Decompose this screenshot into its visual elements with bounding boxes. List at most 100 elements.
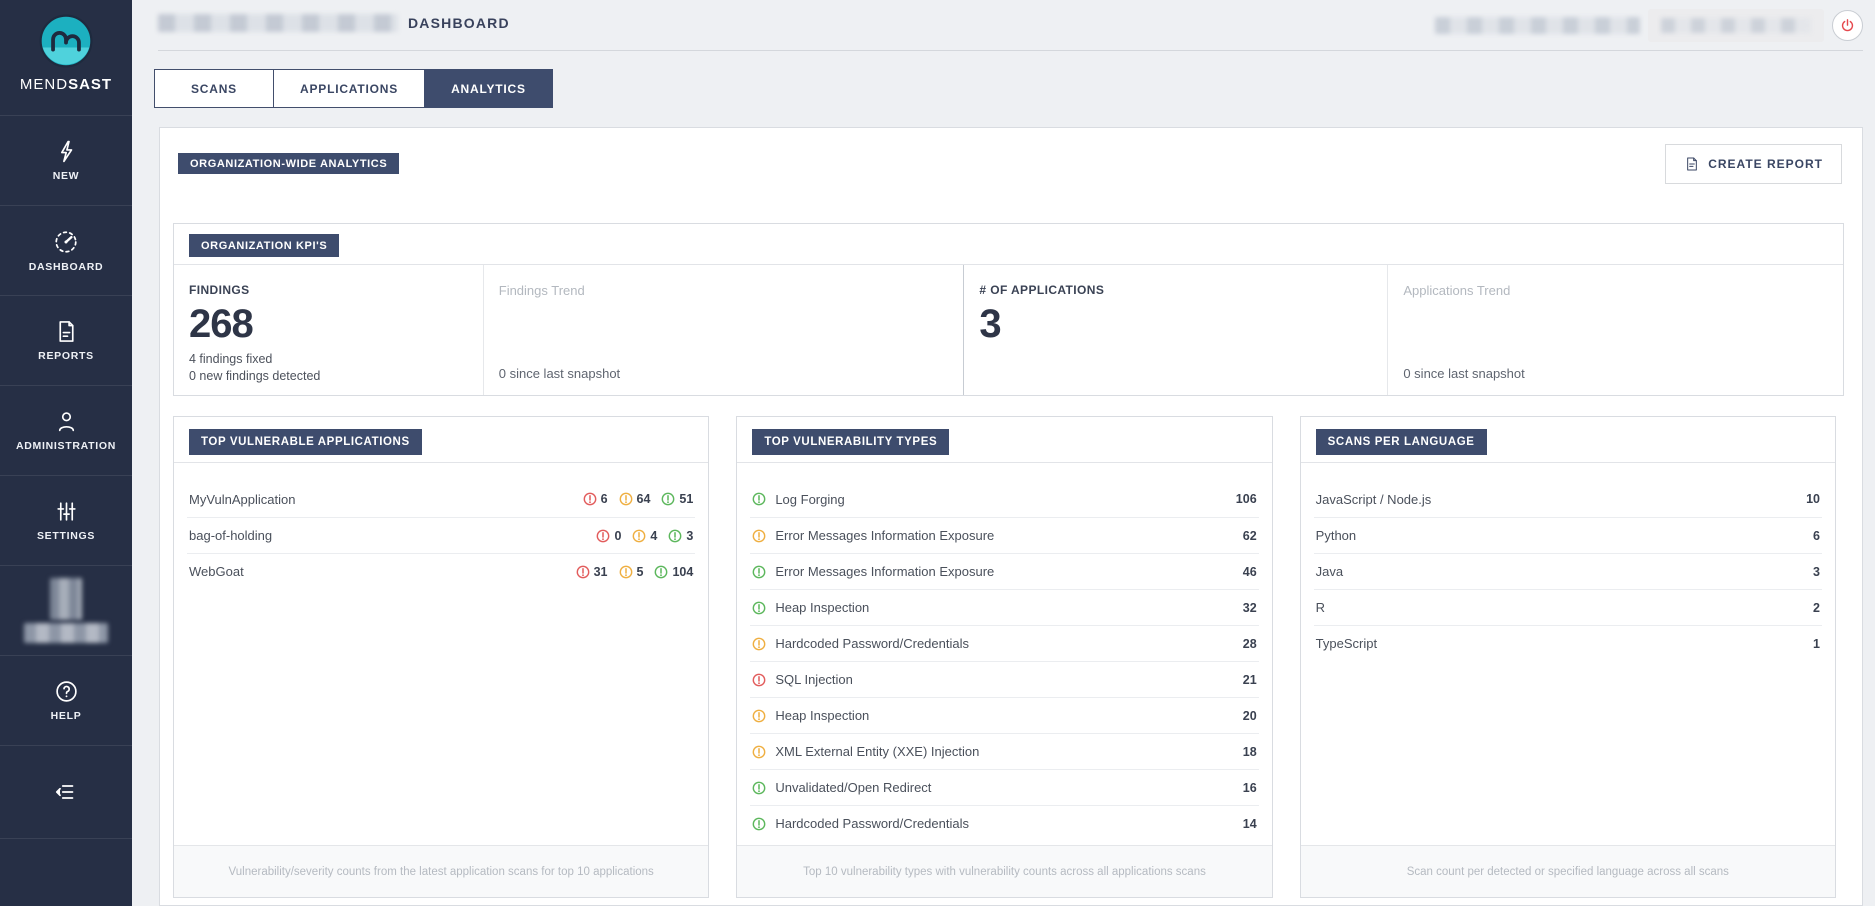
sidebar-item-reports[interactable]: REPORTS	[0, 295, 132, 385]
sliders-icon	[56, 502, 76, 521]
medium-severity-count: 5	[619, 565, 643, 579]
page-title: DASHBOARD	[408, 15, 510, 31]
vulnerability-name: Error Messages Information Exposure	[775, 564, 995, 579]
vulnerability-count: 20	[1242, 708, 1257, 723]
report-document-icon	[58, 321, 74, 342]
tab-applications[interactable]: APPLICATIONS	[273, 69, 426, 108]
language-scan-count: 2	[1813, 600, 1820, 615]
vulnerability-count: 14	[1242, 816, 1257, 831]
language-row[interactable]: JavaScript / Node.js 10	[1314, 481, 1822, 517]
vulnerability-count: 16	[1242, 780, 1257, 795]
vulnerability-count: 62	[1242, 528, 1257, 543]
language-name: JavaScript / Node.js	[1315, 491, 1432, 507]
application-row[interactable]: MyVulnApplication 6 64 51	[187, 481, 695, 517]
tab-scans[interactable]: SCANS	[154, 69, 274, 108]
findings-value: 268	[189, 302, 254, 346]
vulnerability-type-row[interactable]: Heap Inspection 32	[750, 589, 1259, 625]
severity-exclamation-icon	[583, 492, 596, 506]
sidebar-item-label: DASHBOARD	[28, 260, 104, 273]
redacted-user-menu-text	[1661, 18, 1811, 33]
vulnerability-type-row[interactable]: Log Forging 106	[750, 481, 1258, 517]
severity-exclamation-icon	[752, 565, 766, 578]
user-icon	[58, 412, 74, 432]
severity-exclamation-icon	[752, 601, 766, 614]
vulnerability-name: Hardcoded Password/Credentials	[775, 816, 969, 831]
avatar	[24, 578, 108, 643]
severity-exclamation-icon	[619, 492, 632, 506]
application-row[interactable]: bag-of-holding 0 4 3	[187, 517, 696, 553]
severity-exclamation-icon	[752, 529, 766, 542]
findings-sub-text: 4 findings fixed 0 new findings detected	[189, 351, 473, 385]
vulnerability-type-row[interactable]: Heap Inspection 20	[750, 697, 1259, 733]
content-header: DASHBOARD	[158, 14, 510, 32]
language-row[interactable]: TypeScript 1	[1313, 625, 1822, 661]
sidebar-divider	[0, 838, 132, 839]
organization-kpis-card: ORGANIZATION KPI'S FINDINGS 268 4 findin…	[173, 223, 1844, 396]
lightning-icon	[60, 140, 72, 163]
severity-counts: 0 4 3	[596, 529, 693, 543]
help-circle-icon	[55, 681, 77, 702]
redacted-account-text	[1435, 17, 1640, 34]
high-severity-count: 31	[576, 565, 608, 579]
create-report-button[interactable]: CREATE REPORT	[1665, 144, 1842, 184]
sidebar-item-new[interactable]: NEW	[0, 115, 132, 205]
application-row[interactable]: WebGoat 31 5 104	[187, 553, 696, 589]
card-footer-text: Scan count per detected or specified lan…	[1300, 845, 1835, 897]
gauge-icon	[55, 230, 77, 253]
kpi-findings-trend: Findings Trend 0 since last snapshot	[482, 265, 964, 395]
vulnerability-type-row[interactable]: XML External Entity (XXE) Injection 18	[750, 733, 1259, 769]
vulnerability-count: 28	[1242, 636, 1257, 651]
brand-logo[interactable]: MENDSAST	[0, 0, 132, 114]
application-rows: MyVulnApplication 6 64 51 bag-of-holding…	[174, 463, 708, 845]
medium-severity-count: 4	[632, 529, 657, 543]
document-icon	[1687, 157, 1698, 171]
applications-trend-label: Applications Trend	[1403, 283, 1511, 298]
logout-button[interactable]	[1832, 10, 1863, 41]
card-badge: TOP VULNERABILITY TYPES	[752, 429, 950, 455]
header-user-area	[1435, 9, 1863, 42]
sidebar-user-avatar[interactable]	[0, 565, 132, 655]
card-footer-text: Top 10 vulnerability types with vulnerab…	[737, 845, 1272, 897]
language-scan-count: 10	[1806, 492, 1820, 506]
sidebar-item-help[interactable]: HELP	[0, 655, 132, 745]
language-scan-count: 6	[1813, 528, 1820, 543]
applications-trend-value: 0 since last snapshot	[1403, 366, 1525, 381]
tab-analytics[interactable]: ANALYTICS	[424, 69, 553, 108]
vulnerability-name: Log Forging	[775, 491, 845, 507]
kpi-card-badge: ORGANIZATION KPI'S	[189, 234, 340, 257]
vulnerability-name: XML External Entity (XXE) Injection	[775, 744, 980, 759]
findings-trend-label: Findings Trend	[498, 283, 585, 298]
vulnerability-type-row[interactable]: Unvalidated/Open Redirect 16	[750, 769, 1259, 805]
severity-exclamation-icon	[597, 529, 610, 542]
sidebar-item-administration[interactable]: ADMINISTRATION	[0, 385, 132, 475]
vulnerability-name: Heap Inspection	[775, 708, 870, 723]
severity-exclamation-icon	[752, 745, 766, 758]
severity-exclamation-icon	[655, 565, 668, 578]
low-severity-count: 51	[661, 492, 693, 506]
language-row[interactable]: Python 6	[1313, 517, 1822, 553]
user-menu[interactable]	[1648, 9, 1824, 42]
vulnerability-type-row[interactable]: Error Messages Information Exposure 46	[750, 553, 1259, 589]
vulnerability-type-row[interactable]: SQL Injection 21	[750, 661, 1259, 697]
findings-fixed: 4 findings fixed	[189, 352, 273, 366]
card-footer-text: Vulnerability/severity counts from the l…	[174, 845, 709, 897]
medium-severity-count: 64	[619, 492, 650, 506]
sidebar-item-dashboard[interactable]: DASHBOARD	[0, 205, 132, 295]
vulnerability-name: SQL Injection	[775, 672, 853, 687]
vulnerability-name: Error Messages Information Exposure	[775, 528, 995, 543]
language-name: TypeScript	[1315, 636, 1378, 651]
kpi-applications: # OF APPLICATIONS 3	[963, 265, 1387, 395]
vulnerability-type-row[interactable]: Hardcoded Password/Credentials 28	[750, 625, 1259, 661]
header-divider	[158, 50, 1863, 51]
language-row[interactable]: R 2	[1313, 589, 1822, 625]
severity-exclamation-icon	[576, 565, 590, 578]
severity-exclamation-icon	[668, 529, 682, 542]
language-row[interactable]: Java 3	[1313, 553, 1822, 589]
sidebar-item-settings[interactable]: SETTINGS	[0, 475, 132, 565]
vulnerability-type-row[interactable]: Error Messages Information Exposure 62	[750, 517, 1259, 553]
sidebar-collapse-button[interactable]	[0, 745, 132, 838]
brand-text: MENDSAST	[19, 76, 113, 93]
vulnerability-type-row[interactable]: Hardcoded Password/Credentials 14	[750, 805, 1259, 841]
language-name: Python	[1315, 528, 1357, 543]
severity-counts: 6 64 51	[583, 492, 693, 506]
